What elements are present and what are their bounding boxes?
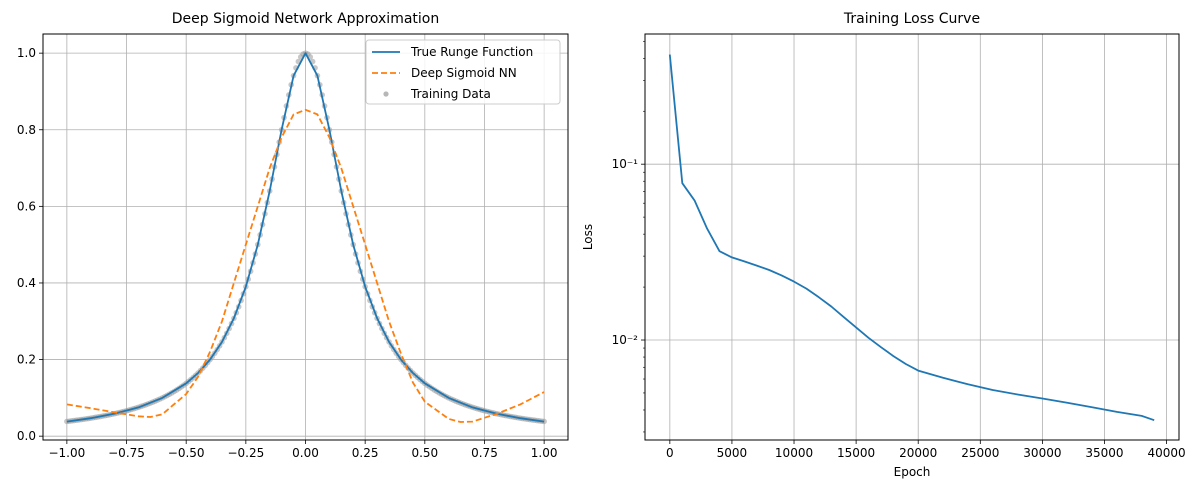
- y-tick-label: 0.6: [17, 199, 36, 213]
- x-tick-label: 5000: [717, 446, 748, 460]
- x-tick-label: 0.75: [471, 446, 498, 460]
- y-ticks: 0.0 0.2 0.4 0.6 0.8 1.0: [17, 46, 43, 443]
- panel-training-loss: 0 5000 10000 15000 20000 25000 30000 35000 40000…: [581, 11, 1186, 479]
- x-tick-label: 30000: [1023, 446, 1061, 460]
- y-tick-label: 0.4: [17, 276, 36, 290]
- x-tick-label: 35000: [1085, 446, 1123, 460]
- y-tick-label: 10⁻²: [612, 333, 639, 347]
- x-tick-label: 1.00: [531, 446, 558, 460]
- axes-frame: [644, 33, 1180, 441]
- panel-runge-approximation: −1.00 −0.75 −0.50 −0.25 0.00 0.25 0.50 0.75 1.00…: [17, 11, 569, 460]
- y-tick-label: 0.8: [17, 123, 36, 137]
- x-tick-label: 0.50: [411, 446, 438, 460]
- x-tick-label: −1.00: [48, 446, 85, 460]
- x-tick-label: 10000: [775, 446, 813, 460]
- series-line-true-runge: [66, 52, 545, 423]
- x-tick-label: −0.50: [168, 446, 205, 460]
- legend-label-deep-sigmoid: Deep Sigmoid NN: [411, 66, 517, 80]
- series-lines: [668, 54, 1155, 422]
- x-tick-label: 20000: [899, 446, 937, 460]
- x-tick-label: 15000: [837, 446, 875, 460]
- x-tick-label: 25000: [961, 446, 999, 460]
- x-tick-label: 0: [666, 446, 674, 460]
- x-tick-label: 40000: [1147, 446, 1185, 460]
- legend-label-training-data: Training Data: [410, 87, 491, 101]
- x-ticks: 0 5000 10000 15000 20000 25000 30000 35000 40000: [666, 440, 1186, 460]
- x-axis-label: Epoch: [894, 465, 931, 479]
- x-tick-label: 0.00: [292, 446, 319, 460]
- y-tick-label: 1.0: [17, 46, 36, 60]
- legend-box: [365, 39, 561, 105]
- series-lines: [66, 52, 545, 423]
- legend-label-true-runge: True Runge Function: [410, 45, 533, 59]
- grid: [645, 34, 1179, 440]
- y-ticks: 10⁻² 10⁻¹: [612, 40, 645, 433]
- series-line-deep-sigmoid: [66, 108, 545, 423]
- x-tick-label: 0.25: [352, 446, 379, 460]
- series-line-loss: [668, 54, 1155, 422]
- y-axis-label: Loss: [581, 224, 595, 250]
- legend: True Runge Function Deep Sigmoid NN Trai…: [365, 39, 561, 105]
- x-tick-label: −0.75: [108, 446, 145, 460]
- x-tick-label: −0.25: [227, 446, 264, 460]
- x-ticks: −1.00 −0.75 −0.50 −0.25 0.00 0.25 0.50 0.75 1.00: [48, 440, 557, 460]
- y-tick-label: 0.2: [17, 353, 36, 367]
- legend-swatch-training-data: [383, 91, 389, 97]
- chart-title: Deep Sigmoid Network Approximation: [172, 11, 439, 27]
- y-tick-label: 10⁻¹: [612, 157, 639, 171]
- grid: [43, 34, 568, 440]
- y-tick-label: 0.0: [17, 429, 36, 443]
- training-data-point: [541, 418, 547, 425]
- chart-title: Training Loss Curve: [843, 11, 980, 27]
